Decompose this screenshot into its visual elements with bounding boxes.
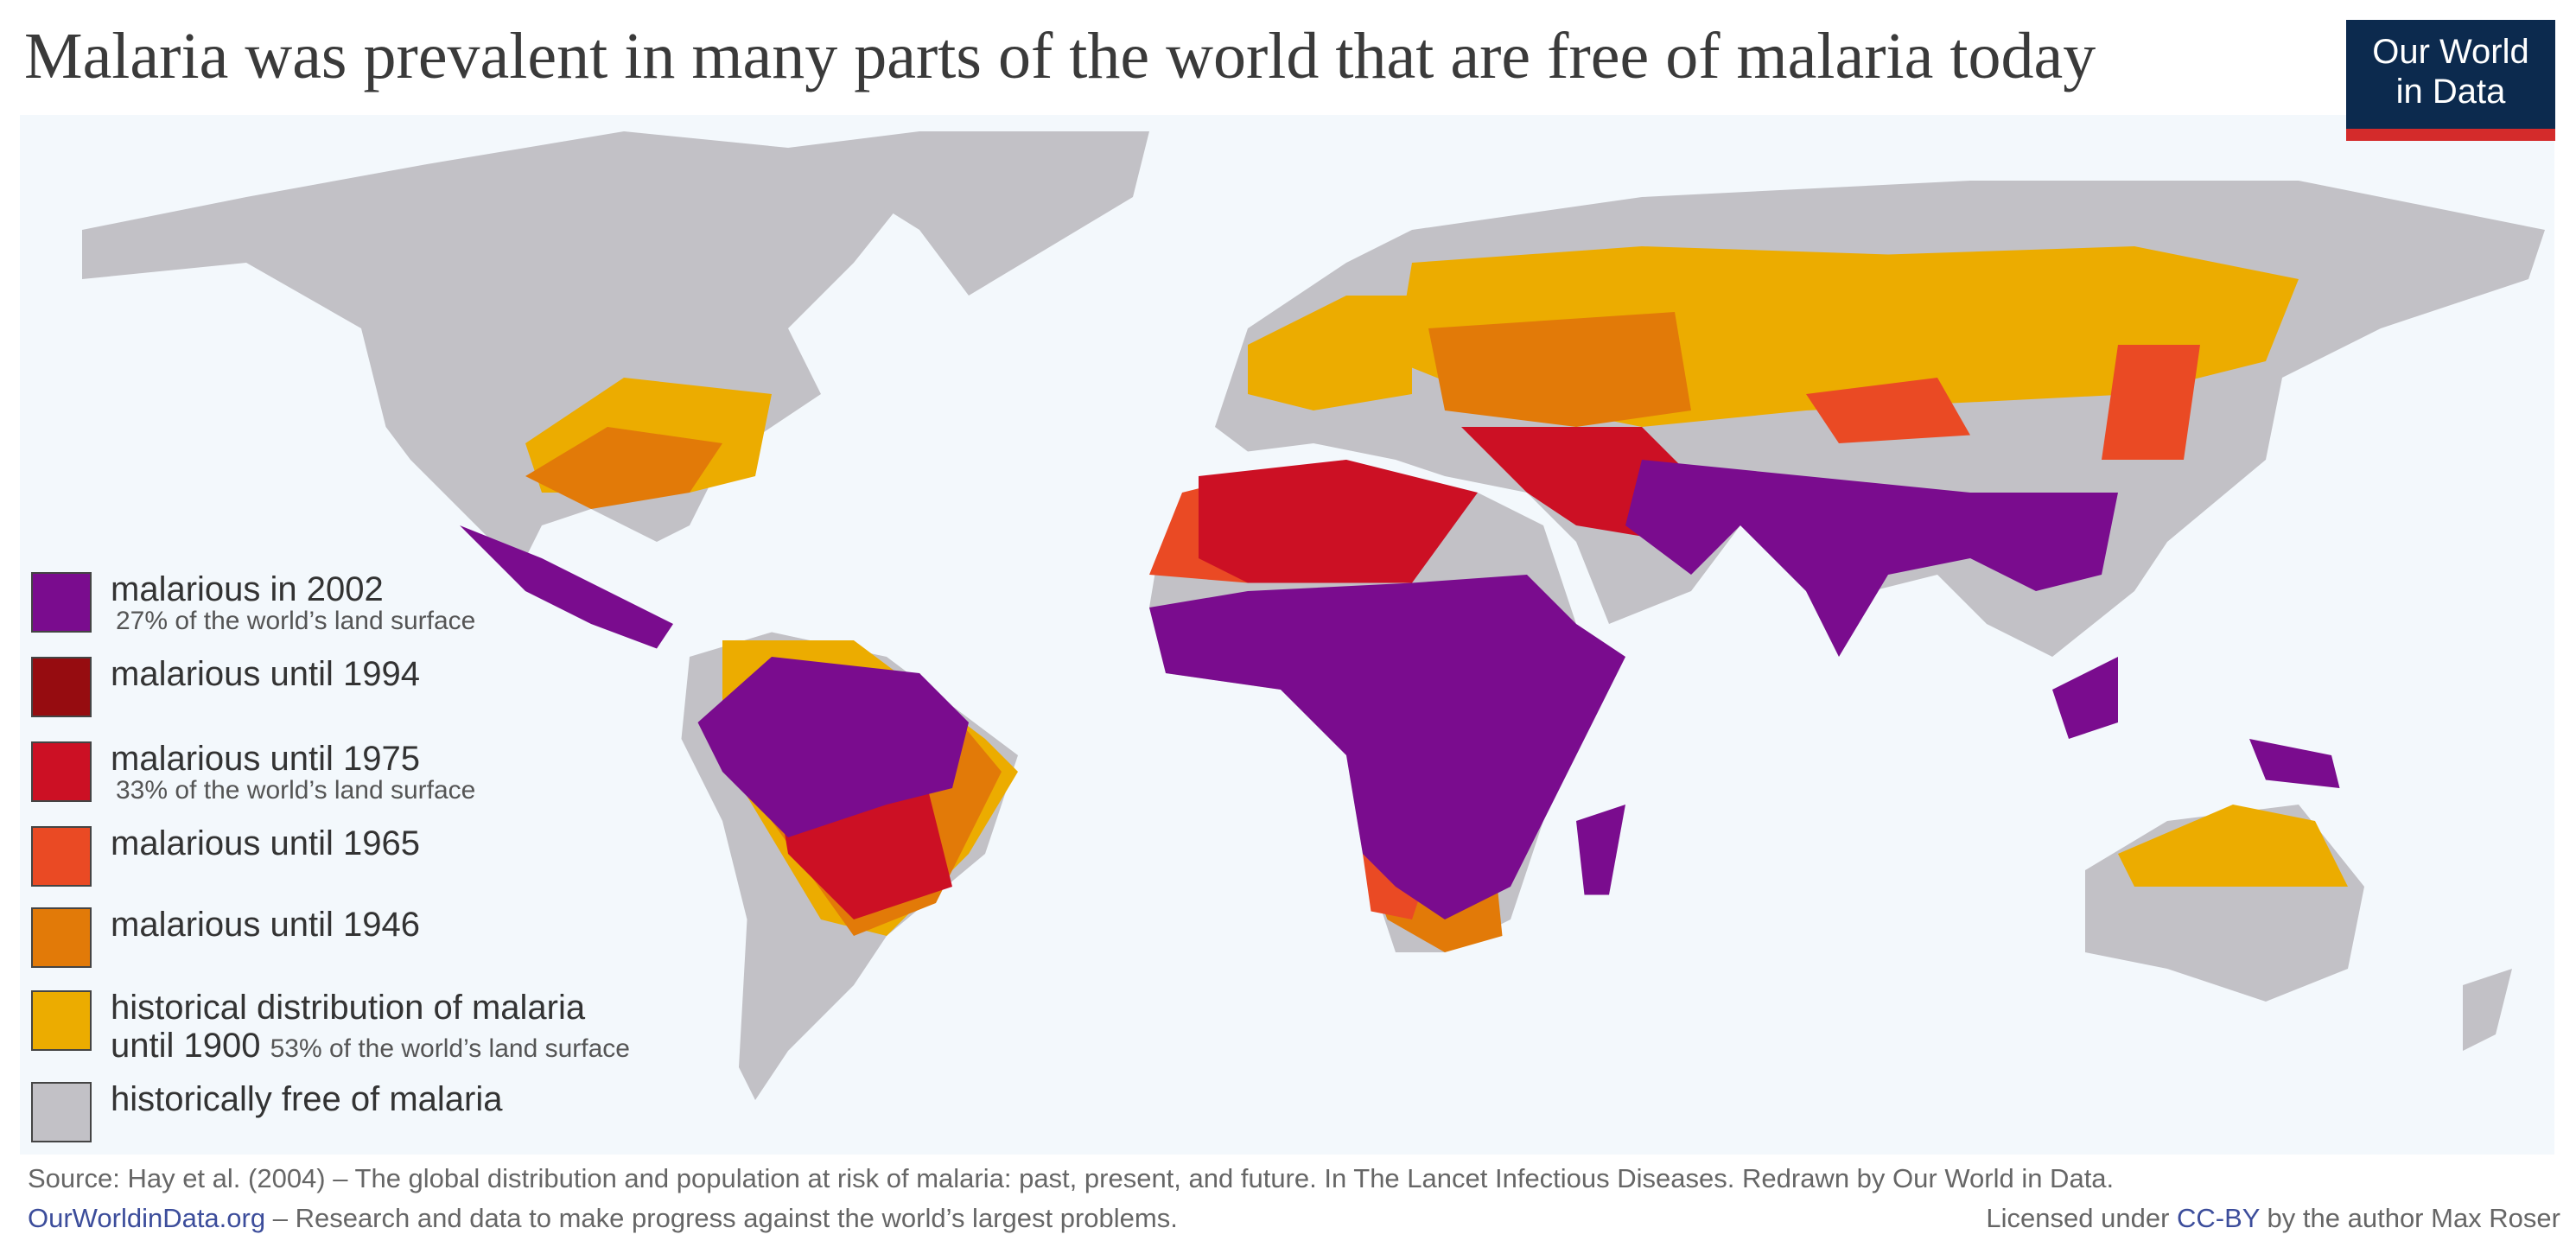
continents: [82, 131, 2546, 1101]
legend-item: historically free of malaria: [31, 1080, 809, 1142]
legend-label: malarious until 1975: [111, 740, 420, 778]
legend-swatch: [31, 990, 92, 1051]
legend-note: 33% of the world’s land surface: [116, 776, 476, 805]
footer-left: OurWorldinData.org – Research and data t…: [28, 1203, 1178, 1234]
legend-swatch: [31, 1082, 92, 1142]
logo[interactable]: Our World in Data: [2346, 20, 2555, 141]
license: Licensed under CC-BY by the author Max R…: [1986, 1203, 2560, 1234]
legend-note: 27% of the world’s land surface: [116, 607, 476, 635]
source: Source: Hay et al. (2004) – The global d…: [28, 1163, 2115, 1193]
legend-swatch: [31, 657, 92, 717]
legend-item: malarious in 2002 27% of the world’s land…: [31, 570, 809, 634]
legend-swatch: [31, 907, 92, 968]
legend-text: malarious until 1965: [111, 824, 420, 862]
legend-label: malarious until 1946: [111, 906, 420, 944]
license-suffix: by the author Max Roser: [2259, 1203, 2560, 1233]
legend-note: 53% of the world’s land surface: [270, 1034, 630, 1063]
legend-item: historical distribution of malaria until…: [31, 989, 809, 1068]
chart-title: Malaria was prevalent in many parts of t…: [24, 20, 2096, 92]
legend-label: malarious until 1965: [111, 824, 420, 862]
tagline: – Research and data to make progress aga…: [265, 1203, 1178, 1233]
legend-item: malarious until 1975 33% of the world’s l…: [31, 740, 809, 804]
legend-label: historical distribution of malaria until…: [111, 989, 586, 1065]
site-link[interactable]: OurWorldinData.org: [28, 1203, 266, 1233]
legend-swatch: [31, 572, 92, 633]
legend-item: malarious until 1946: [31, 906, 809, 968]
legend-text: malarious until 1994: [111, 655, 420, 693]
legend-text: malarious in 2002 27% of the world’s land…: [111, 570, 475, 634]
legend-label: malarious in 2002: [111, 570, 384, 608]
license-prefix: Licensed under: [1986, 1203, 2178, 1233]
legend-label: historically free of malaria: [111, 1080, 503, 1118]
legend-swatch: [31, 826, 92, 887]
legend-text: malarious until 1946: [111, 906, 420, 944]
legend-text: historical distribution of malaria until…: [111, 989, 630, 1068]
license-link[interactable]: CC-BY: [2177, 1203, 2260, 1233]
legend-item: malarious until 1965: [31, 824, 809, 887]
legend-item: malarious until 1994: [31, 655, 809, 717]
legend-label: malarious until 1994: [111, 655, 420, 693]
legend-text: malarious until 1975 33% of the world’s l…: [111, 740, 475, 804]
legend-text: historically free of malaria: [111, 1080, 503, 1118]
legend-swatch: [31, 741, 92, 802]
